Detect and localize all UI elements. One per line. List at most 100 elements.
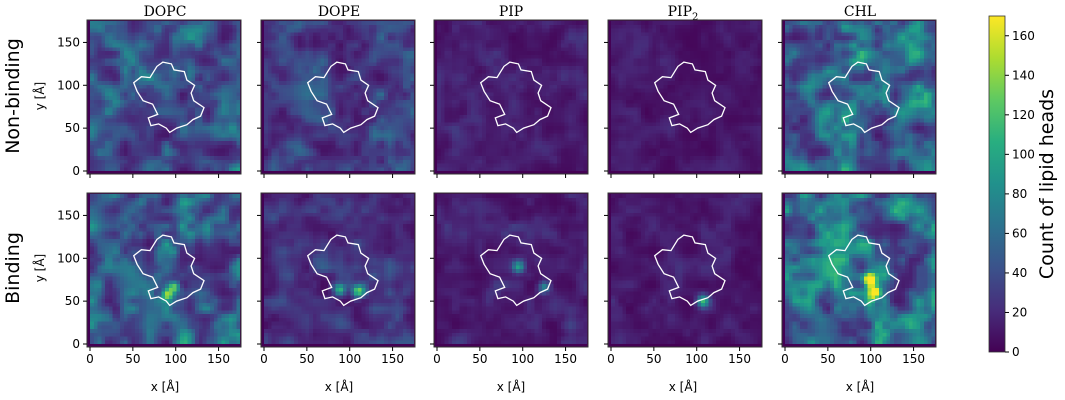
heatmap-cell — [474, 141, 479, 145]
heatmap-cell — [399, 141, 403, 145]
heatmap-cell — [545, 152, 550, 157]
heatmap-cell — [327, 36, 332, 40]
heatmap-cell — [236, 96, 241, 100]
heatmap-cell — [384, 32, 388, 37]
heatmap-cell — [290, 118, 295, 123]
heatmap-cell — [120, 129, 124, 134]
heatmap-cell — [542, 122, 546, 127]
heatmap-cell — [553, 126, 558, 130]
heatmap-cell — [361, 118, 366, 123]
heatmap-cell — [176, 66, 181, 70]
heatmap-cell — [497, 84, 501, 89]
heatmap-cell — [542, 152, 546, 157]
heatmap-cell — [534, 51, 539, 55]
heatmap-cell — [463, 73, 468, 78]
heatmap-cell — [279, 36, 283, 40]
heatmap-cell — [93, 92, 98, 97]
heatmap-cell — [361, 111, 366, 115]
heatmap-cell — [350, 163, 355, 168]
heatmap-cell — [557, 96, 561, 100]
heatmap-cell — [210, 129, 214, 134]
heatmap-cell — [301, 62, 306, 67]
heatmap-cell — [482, 21, 486, 25]
heatmap-cell — [579, 32, 584, 37]
heatmap-cell — [217, 66, 222, 70]
heatmap-cell — [93, 47, 98, 52]
heatmap-cell — [172, 51, 177, 55]
heatmap-cell — [342, 148, 347, 153]
heatmap-cell — [387, 114, 392, 119]
heatmap-cell — [331, 73, 336, 78]
heatmap-cell — [459, 36, 464, 40]
heatmap-cell — [376, 32, 381, 37]
heatmap-cell — [354, 51, 358, 55]
heatmap-cell — [622, 156, 627, 160]
heatmap-cell — [225, 36, 229, 40]
heatmap-cell — [519, 159, 524, 164]
heatmap-cell — [485, 43, 490, 48]
heatmap-cell — [108, 62, 113, 67]
heatmap-cell — [534, 39, 539, 44]
heatmap-cell — [365, 62, 370, 67]
heatmap-cell — [611, 58, 615, 63]
heatmap-cell — [309, 32, 313, 37]
heatmap-cell — [538, 84, 543, 89]
heatmap-cell — [410, 73, 415, 78]
heatmap-cell — [116, 141, 121, 145]
heatmap-cell — [195, 81, 199, 85]
heatmap-cell — [172, 47, 177, 52]
heatmap-cell — [455, 54, 460, 59]
y-axis-labels: y [Å] y [Å] — [32, 82, 47, 283]
heatmap-cell — [172, 126, 177, 130]
heatmap-cell — [176, 129, 181, 134]
heatmap-cell — [116, 152, 121, 157]
heatmap-cell — [478, 129, 483, 134]
heatmap-cell — [504, 114, 509, 119]
heatmap-cell — [176, 96, 181, 100]
heatmap-cell — [210, 21, 214, 25]
heatmap-cell — [470, 39, 475, 44]
heatmap-cell — [183, 118, 188, 123]
heatmap-cell — [305, 156, 310, 160]
heatmap-cell — [264, 54, 268, 59]
heatmap-cell — [387, 58, 392, 63]
heatmap-cell — [123, 107, 128, 112]
heatmap-cell — [290, 133, 295, 138]
heatmap-cell — [316, 141, 321, 145]
heatmap-cell — [515, 96, 520, 100]
heatmap-cell — [376, 118, 381, 123]
heatmap-cell — [297, 92, 302, 97]
heatmap-cell — [553, 133, 558, 138]
heatmap-cell — [485, 51, 490, 55]
heatmap-cell — [339, 84, 343, 89]
heatmap-cell — [191, 28, 196, 33]
heatmap-cell — [327, 159, 332, 164]
heatmap-cell — [437, 69, 441, 74]
heatmap-cell — [335, 43, 340, 48]
heatmap-cell — [105, 62, 109, 67]
heatmap-cell — [500, 141, 505, 145]
heatmap-cell — [123, 92, 128, 97]
heatmap-cell — [105, 77, 109, 82]
heatmap-cell — [127, 43, 132, 48]
heatmap-cell — [90, 58, 94, 63]
heatmap-cell — [228, 96, 233, 100]
heatmap-cell — [221, 24, 226, 29]
heatmap-cell — [191, 66, 196, 70]
heatmap-cell — [376, 163, 381, 168]
heatmap-cell — [614, 152, 619, 157]
heatmap-cell — [309, 39, 313, 44]
heatmap-cell — [172, 66, 177, 70]
heatmap-cell — [101, 129, 106, 134]
heatmap-cell — [275, 163, 280, 168]
heatmap-cell — [335, 148, 340, 153]
heatmap-cell — [172, 81, 177, 85]
heatmap-cell — [534, 81, 539, 85]
heatmap-cell — [301, 126, 306, 130]
heatmap-cell — [301, 69, 306, 74]
heatmap-cell — [478, 96, 483, 100]
heatmap-cell — [560, 118, 565, 123]
heatmap-cell — [146, 21, 151, 25]
heatmap-cell — [489, 88, 494, 93]
heatmap-cell — [361, 21, 366, 25]
